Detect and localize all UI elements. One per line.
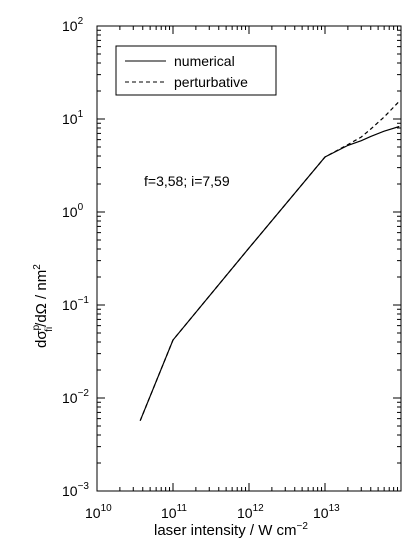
x-tick-label: 1010 bbox=[85, 503, 112, 521]
y-tick-label: 102 bbox=[62, 16, 84, 34]
legend-box bbox=[115, 45, 277, 96]
y-axis-title: dσp fi/dΩ / nm2 bbox=[31, 264, 55, 348]
series-line-numerical bbox=[139, 125, 400, 421]
y-title-sup-2: 2 bbox=[32, 264, 43, 270]
ticks-layer: 1010 1011 1012 1013 10−3 10−2 10−1 100 101 102 bbox=[62, 16, 401, 521]
y-title-sigma: σ bbox=[33, 330, 50, 340]
y-tick-label: 101 bbox=[62, 109, 84, 127]
x-tick-label: 1013 bbox=[313, 503, 340, 521]
series-line-perturbative bbox=[139, 100, 400, 421]
legend-label-perturbative: perturbative bbox=[174, 74, 248, 90]
x-tick-label: 1012 bbox=[237, 503, 264, 521]
y-title-sup-p: p bbox=[31, 324, 42, 330]
y-tick-label: 10−1 bbox=[62, 295, 89, 313]
x-axis-title-text: laser intensity / W cm bbox=[154, 522, 297, 538]
y-tick-label: 10−3 bbox=[62, 481, 89, 499]
y-tick-label: 100 bbox=[62, 202, 84, 220]
y-title-mid: /dΩ / nm bbox=[33, 270, 50, 327]
x-tick-label: 1011 bbox=[161, 503, 187, 521]
y-title-sub-fi: fi bbox=[44, 327, 55, 332]
series-layer bbox=[139, 100, 400, 421]
x-axis-title-exp: −2 bbox=[297, 521, 309, 532]
plot-frame bbox=[96, 25, 402, 492]
y-title-d: d bbox=[33, 340, 50, 348]
legend-label-numerical: numerical bbox=[174, 53, 235, 69]
y-tick-label: 10−2 bbox=[62, 388, 89, 406]
x-axis-title: laser intensity / W cm−2 bbox=[154, 521, 308, 538]
annotation: f=3,58; i=7,59 bbox=[144, 173, 230, 189]
legend: numerical perturbative bbox=[115, 45, 277, 96]
